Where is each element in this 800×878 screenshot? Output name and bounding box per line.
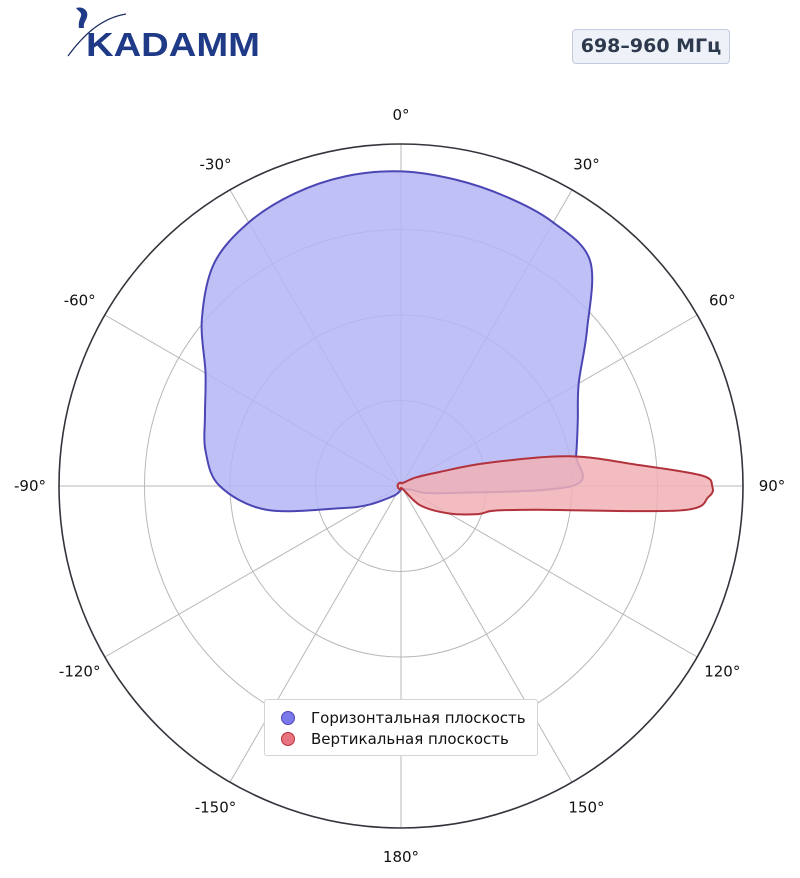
legend-item-horizontal: Горизонтальная плоскость — [281, 707, 526, 729]
angle-tick-label: -120° — [59, 663, 101, 681]
angle-tick-label: -150° — [195, 798, 237, 816]
angle-tick-labels: 0° 30° 60° 90° 120° 150° 180° -150° -120° -90° -60… — [14, 106, 785, 866]
legend-item-vertical: Вертикальная плоскость — [281, 728, 509, 750]
polar-outer-ring — [58, 143, 744, 829]
series-layer — [200, 170, 714, 516]
series-vertical-pattern — [396, 455, 714, 516]
legend-marker-vertical — [281, 732, 295, 746]
angle-tick-label: 150° — [568, 798, 604, 816]
angular-gridline-7 — [229, 485, 402, 783]
angle-tick-label: -90° — [14, 477, 46, 495]
angular-gridline-5 — [400, 485, 573, 783]
kadamm-logo: KADAMM — [67, 7, 260, 63]
legend: Горизонтальная плоскость Вертикальная пл… — [264, 699, 538, 756]
logo-mark — [76, 7, 88, 28]
angle-tick-label: 30° — [573, 156, 600, 174]
logo-swoosh — [67, 13, 127, 57]
angle-tick-label: 180° — [383, 848, 419, 866]
legend-label-horizontal: Горизонтальная плоскость — [311, 709, 526, 727]
angle-tick-label: 90° — [759, 477, 786, 495]
angle-tick-label: -30° — [200, 156, 232, 174]
angle-tick-label: 0° — [392, 106, 409, 124]
logo-wordmark: KADAMM — [86, 26, 260, 63]
angular-gridline-8 — [104, 485, 402, 658]
legend-label-vertical: Вертикальная плоскость — [311, 730, 509, 748]
angle-tick-label: 120° — [704, 663, 740, 681]
legend-marker-horizontal — [281, 711, 295, 725]
angle-tick-label: 60° — [709, 292, 736, 310]
frequency-badge: 698–960 МГц — [572, 29, 730, 64]
angle-tick-label: -60° — [64, 292, 96, 310]
